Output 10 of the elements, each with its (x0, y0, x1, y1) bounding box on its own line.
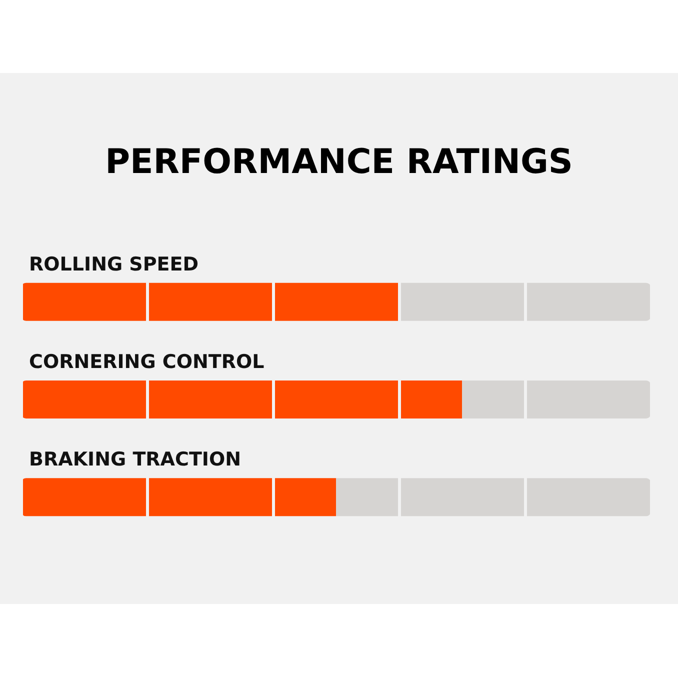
bar (336, 478, 651, 516)
bar (462, 380, 651, 418)
bar (21, 380, 462, 418)
y-tick-label: ROLLING SPEED (29, 253, 199, 276)
bar (21, 478, 336, 516)
bar (399, 282, 651, 321)
y-tick-label: CORNERING CONTROL (29, 351, 264, 373)
bar (21, 282, 399, 321)
y-tick-label: BRAKING TRACTION (29, 448, 242, 471)
chart-title: PERFORMANCE RATINGS (105, 142, 573, 182)
